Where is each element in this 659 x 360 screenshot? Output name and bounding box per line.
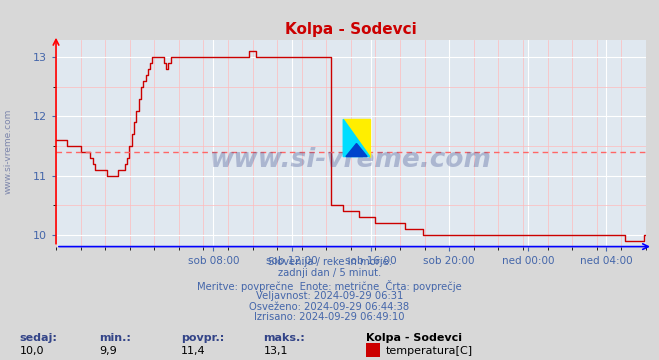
Text: Osveženo: 2024-09-29 06:44:38: Osveženo: 2024-09-29 06:44:38: [250, 302, 409, 312]
Text: min.:: min.:: [99, 333, 130, 343]
Text: povpr.:: povpr.:: [181, 333, 225, 343]
Text: maks.:: maks.:: [264, 333, 305, 343]
Text: 9,9: 9,9: [99, 346, 117, 356]
Polygon shape: [343, 119, 370, 157]
Text: 11,4: 11,4: [181, 346, 206, 356]
Text: Kolpa - Sodevci: Kolpa - Sodevci: [366, 333, 462, 343]
Text: Slovenija / reke in morje.: Slovenija / reke in morje.: [268, 257, 391, 267]
Title: Kolpa - Sodevci: Kolpa - Sodevci: [285, 22, 416, 37]
Text: sedaj:: sedaj:: [20, 333, 57, 343]
Text: www.si-vreme.com: www.si-vreme.com: [210, 147, 492, 173]
Text: zadnji dan / 5 minut.: zadnji dan / 5 minut.: [278, 268, 381, 278]
Text: Izrisano: 2024-09-29 06:49:10: Izrisano: 2024-09-29 06:49:10: [254, 312, 405, 323]
Text: www.si-vreme.com: www.si-vreme.com: [3, 108, 13, 194]
Text: Veljavnost: 2024-09-29 06:31: Veljavnost: 2024-09-29 06:31: [256, 291, 403, 301]
Text: 10,0: 10,0: [20, 346, 44, 356]
Polygon shape: [343, 119, 370, 157]
Polygon shape: [346, 144, 367, 157]
Text: temperatura[C]: temperatura[C]: [386, 346, 473, 356]
Text: 13,1: 13,1: [264, 346, 288, 356]
Text: Meritve: povprečne  Enote: metrične  Črta: povprečje: Meritve: povprečne Enote: metrične Črta:…: [197, 280, 462, 292]
